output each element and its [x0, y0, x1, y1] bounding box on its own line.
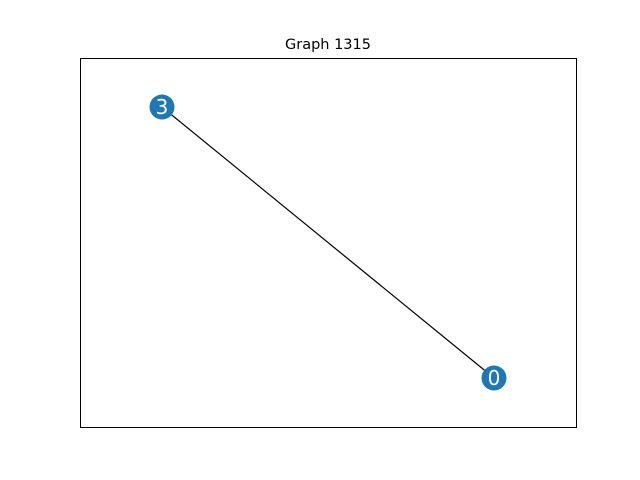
node-3-label: 3: [156, 95, 169, 119]
node-0: 0: [481, 365, 507, 391]
node-0-label: 0: [488, 366, 501, 390]
node-0-circle: [481, 365, 507, 391]
nodes-layer: 3 0: [149, 94, 507, 391]
graph-title: Graph 1315: [285, 37, 371, 53]
edges-layer: [161, 106, 495, 379]
node-3-circle: [149, 94, 175, 120]
node-3: 3: [149, 94, 175, 120]
plot-frame: [80, 58, 577, 428]
edge-3-0: [161, 106, 495, 379]
